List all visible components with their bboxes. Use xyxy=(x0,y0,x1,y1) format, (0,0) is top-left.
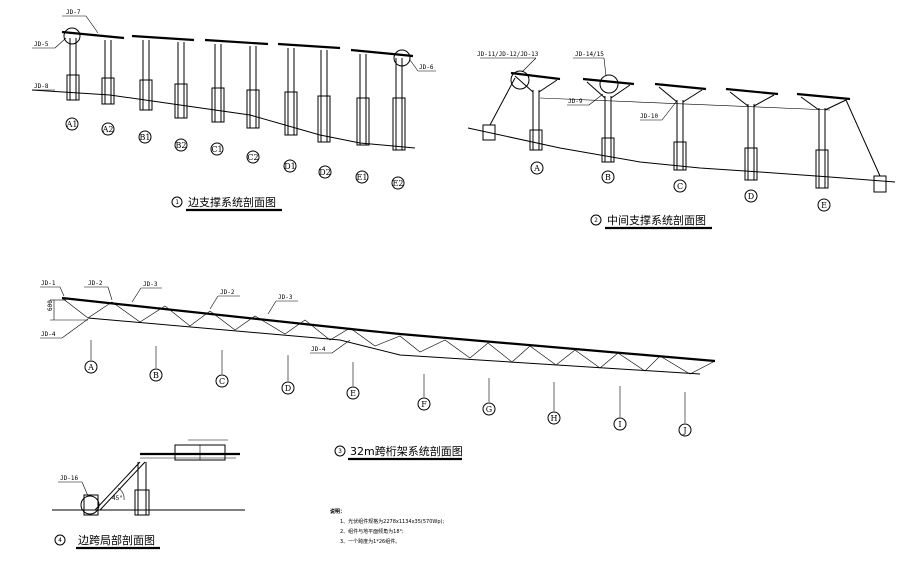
fig2-axis-a: A xyxy=(533,164,540,173)
fig1-label-jd6: JD-6 xyxy=(419,64,434,71)
fig2-label-jd11: JD-11/JD-12/JD-13 xyxy=(477,51,539,58)
fig3-axis-h: H xyxy=(551,414,558,423)
notes-item-3: 3、一个跨度为1*26组件。 xyxy=(340,538,400,545)
fig4-label-jd16: JD-16 xyxy=(60,475,78,482)
figure-2-middle-support: JD-11/JD-12/JD-13 JD-14/15 JD-9 JD-10 A … xyxy=(467,51,896,230)
fig3-label-jd4a: JD-4 xyxy=(41,331,56,338)
fig2-axis-c: C xyxy=(677,182,683,191)
fig2-frame-b xyxy=(582,74,635,163)
fig3-axis-j: J xyxy=(682,426,686,435)
fig3-axis-i: I xyxy=(618,420,621,429)
fig3-axis-f: F xyxy=(421,400,427,409)
fig2-axis-b: B xyxy=(605,173,611,182)
fig3-label-jd2a: JD-2 xyxy=(88,280,103,287)
fig2-ground-line xyxy=(467,127,896,183)
fig3-axis-a: A xyxy=(87,363,94,372)
fig2-frame-c xyxy=(654,82,707,171)
fig1-frame-e xyxy=(350,48,414,151)
fig3-label-jd3b: JD-3 xyxy=(278,294,293,301)
fig1-axis-d2: D2 xyxy=(319,168,331,177)
notes-block: 说明： 1、光伏组件规格为2278x1134x35(570Wp); 2、组件与地… xyxy=(330,508,444,545)
notes-item-2: 2、组件与地平面倾角为18°; xyxy=(340,528,404,535)
fig2-frame-a xyxy=(489,70,561,151)
fig3-top-chord xyxy=(61,296,716,363)
figure-3-truss: 600 JD-1 JD-2 JD-3 JD-2 JD-3 JD-4 JD-4 A… xyxy=(40,280,716,461)
fig1-label-jd8: JD-8 xyxy=(34,83,49,90)
fig3-dim-600: 600 xyxy=(47,300,54,311)
fig3-label-jd3a: JD-3 xyxy=(143,281,158,288)
fig3-label-jd4b: JD-4 xyxy=(311,346,326,353)
fig1-frame-a xyxy=(61,27,125,105)
fig1-axis-e2: E2 xyxy=(393,179,404,188)
fig1-label-jd7: JD-7 xyxy=(66,9,81,16)
figure-1-edge-support: JD-7 JD-5 JD-8 JD-6 A1 A2 B1 B2 C1 C2 D1… xyxy=(31,9,436,212)
fig2-label-jd14: JD-14/15 xyxy=(575,51,604,58)
fig2-axis-d: D xyxy=(748,192,754,201)
fig1-axis-a2: A2 xyxy=(102,125,114,134)
fig3-axis-d: D xyxy=(285,384,291,393)
fig3-title: 32m跨桁架系统剖面图 xyxy=(350,444,463,458)
notes-item-1: 1、光伏组件规格为2278x1134x35(570Wp); xyxy=(340,518,444,525)
fig2-label-jd10: JD-10 xyxy=(640,113,658,120)
fig3-web-members xyxy=(61,297,716,375)
fig1-axis-b1: B1 xyxy=(140,133,151,142)
fig1-axis-c1: C1 xyxy=(211,145,222,154)
figure-4-edge-detail: JD-16 45° 4 边跨局部剖面图 xyxy=(52,439,245,550)
fig3-label-jd2b: JD-2 xyxy=(220,289,235,296)
fig3-axis-b: B xyxy=(153,371,159,380)
fig2-frame-e xyxy=(796,92,881,189)
fig3-axis-e: E xyxy=(350,389,356,398)
fig2-title: 中间支撑系统剖面图 xyxy=(607,213,706,227)
fig1-axis-c2: C2 xyxy=(247,153,258,162)
fig1-frame-b xyxy=(131,34,195,119)
fig2-title-number: 2 xyxy=(594,217,598,224)
fig3-label-jd1: JD-1 xyxy=(41,280,56,287)
fig2-axis-e: E xyxy=(821,201,827,210)
fig1-axis-d1: D1 xyxy=(284,162,296,171)
fig1-title: 边支撑系统剖面图 xyxy=(188,195,276,209)
fig1-axis-b2: B2 xyxy=(176,141,187,150)
fig3-title-number: 3 xyxy=(338,448,342,455)
fig1-label-jd5: JD-5 xyxy=(34,41,49,48)
fig3-bottom-chord xyxy=(87,317,701,375)
fig3-axis-g: G xyxy=(486,405,492,414)
fig4-title-number: 4 xyxy=(58,537,62,544)
fig1-axis-markers: A1 A2 B1 B2 C1 C2 D1 D2 E1 E2 xyxy=(65,117,405,190)
fig1-title-number: 1 xyxy=(175,199,179,206)
notes-heading: 说明： xyxy=(330,508,345,515)
fig2-label-jd9: JD-9 xyxy=(568,98,583,105)
fig4-label-angle: 45° xyxy=(112,495,123,502)
fig1-axis-e1: E1 xyxy=(357,173,368,182)
fig1-axis-a1: A1 xyxy=(66,120,78,129)
fig3-axis-c: C xyxy=(219,377,225,386)
fig1-frame-c xyxy=(204,38,269,129)
fig1-frame-d xyxy=(277,42,341,143)
fig3-axis-markers: A B C D E F G H I J xyxy=(84,340,692,437)
fig2-frame-d xyxy=(725,87,779,181)
fig2-axis-markers: A B C D E xyxy=(530,161,831,212)
fig4-title: 边跨局部剖面图 xyxy=(78,533,155,547)
